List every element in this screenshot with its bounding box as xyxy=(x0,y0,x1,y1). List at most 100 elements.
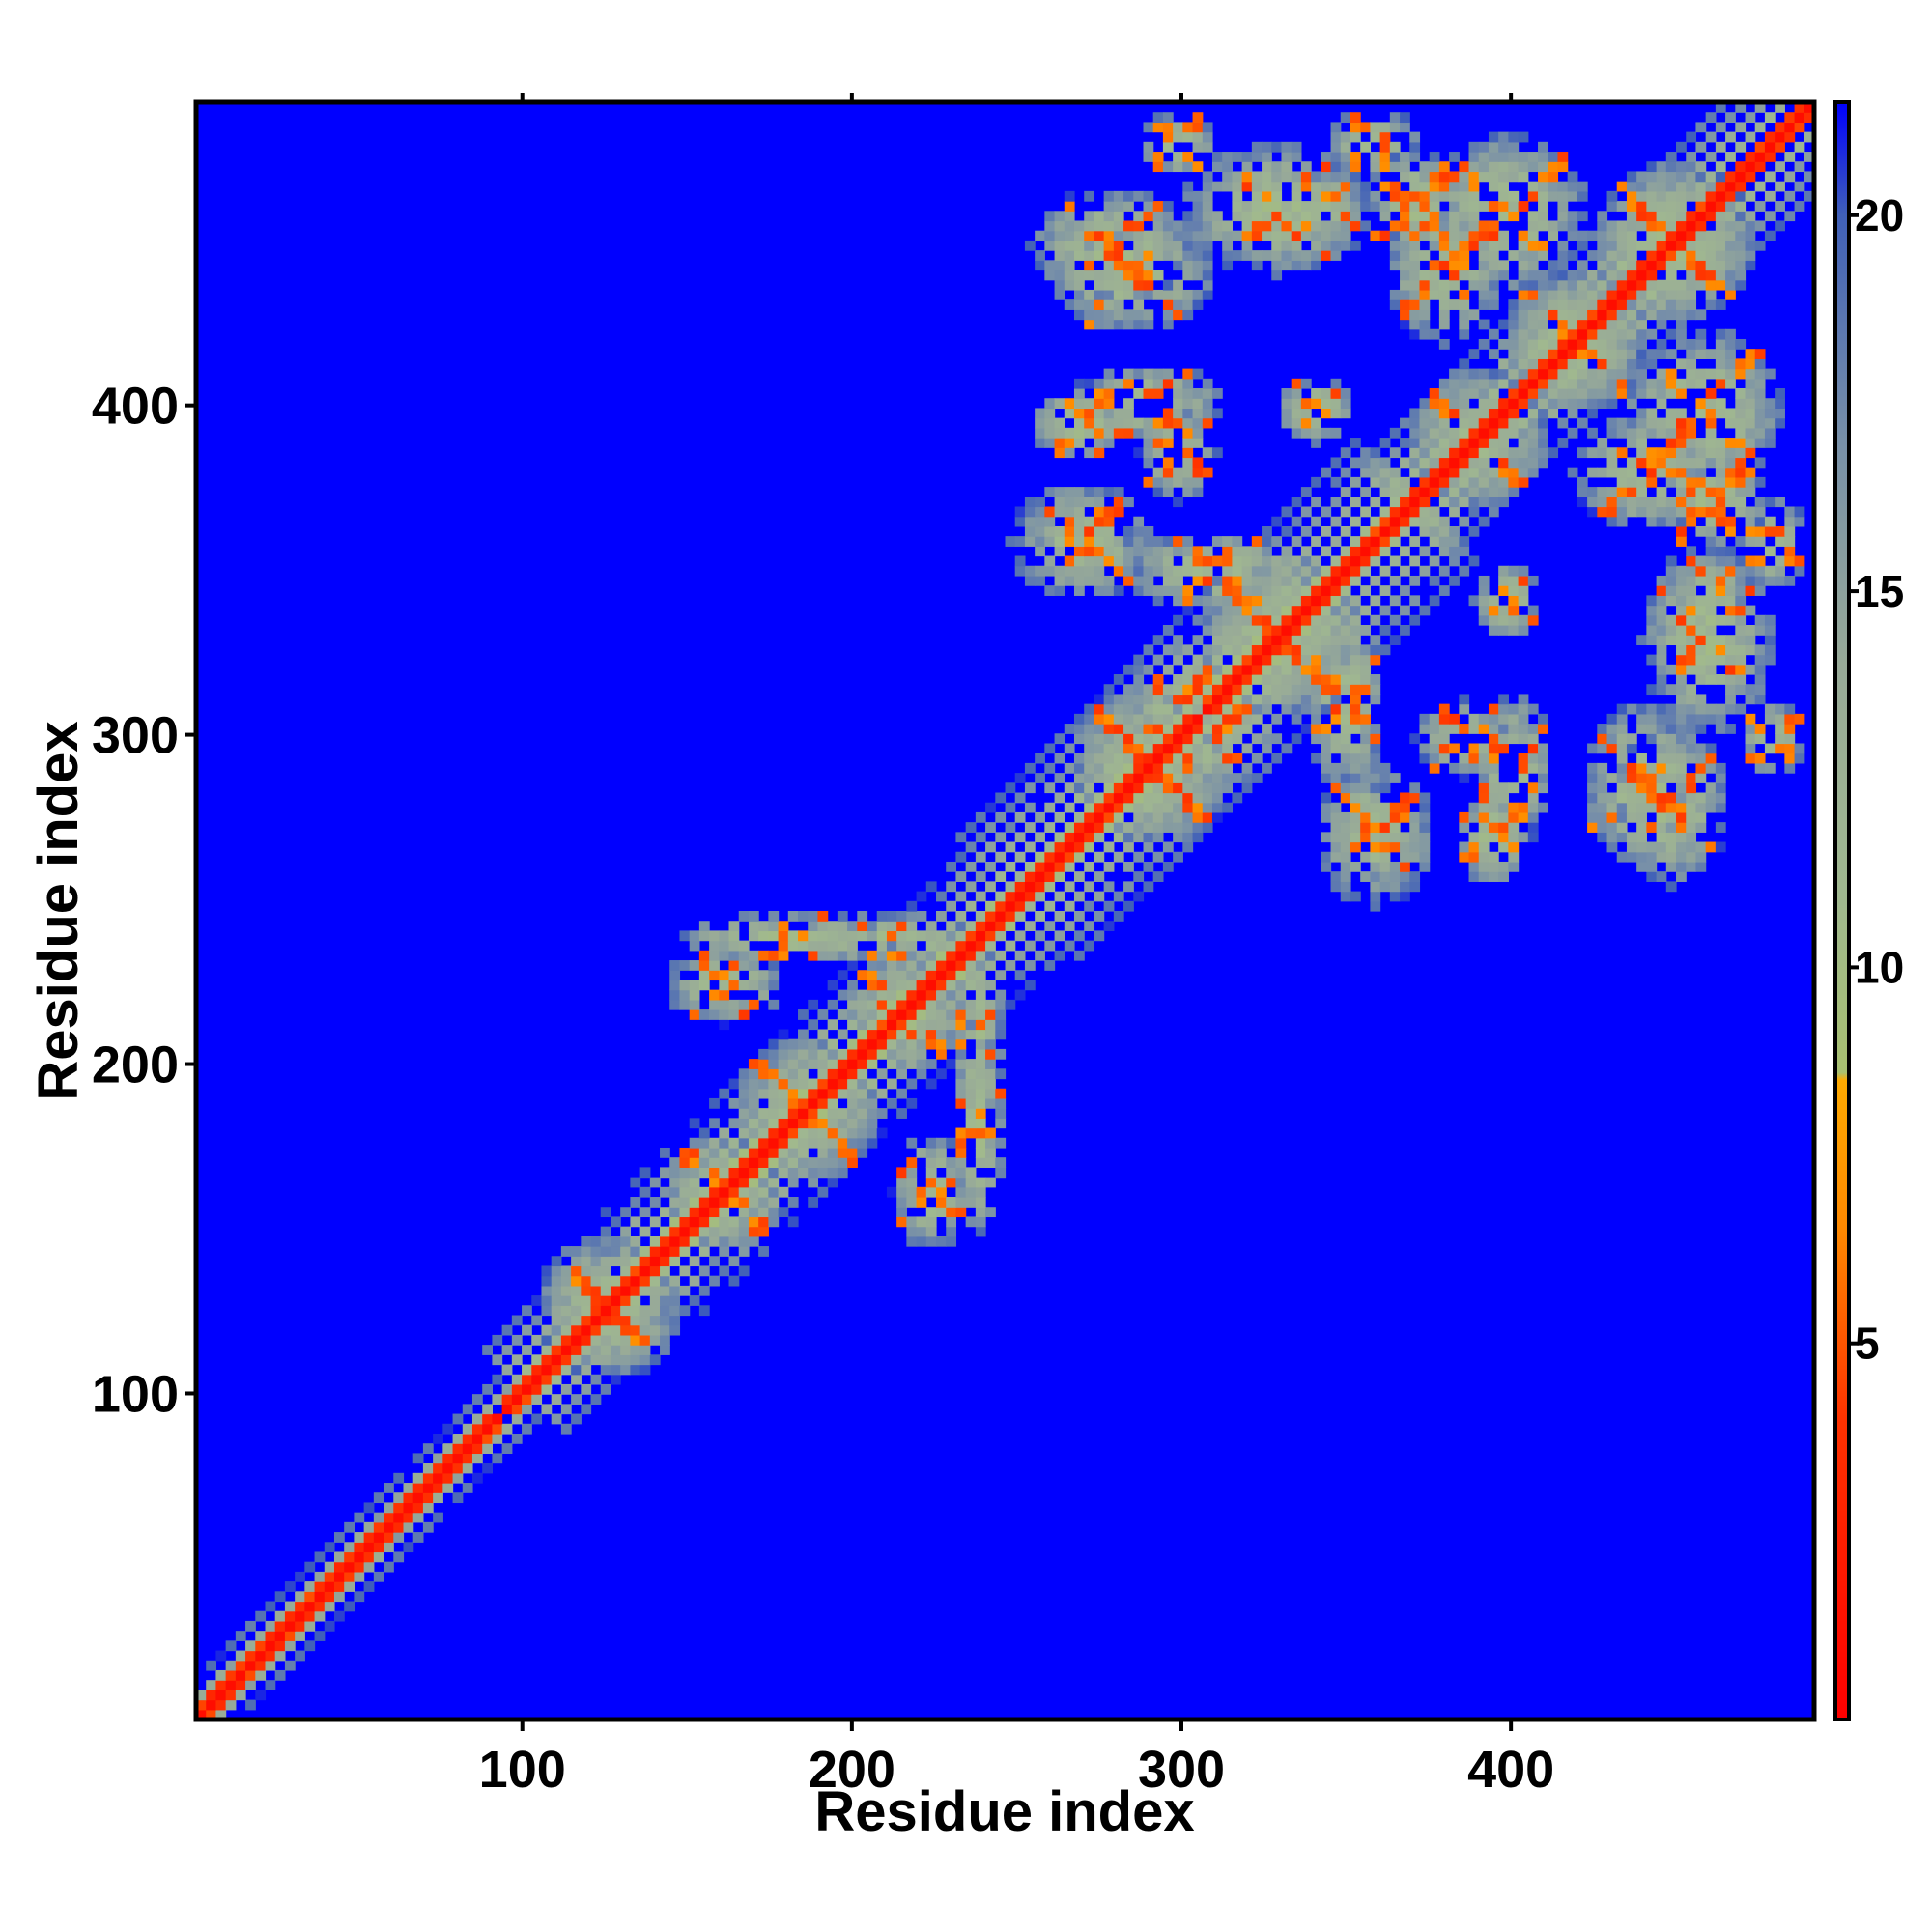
heatmap-cell xyxy=(1527,811,1539,823)
heatmap-cell xyxy=(471,1453,483,1464)
heatmap-cell xyxy=(867,921,878,932)
heatmap-cell xyxy=(728,970,740,981)
heatmap-cell xyxy=(1488,220,1499,232)
heatmap-cell xyxy=(274,1650,286,1662)
heatmap-cell xyxy=(1419,417,1431,429)
heatmap-cell xyxy=(1438,565,1450,577)
heatmap-cell xyxy=(1113,289,1124,300)
heatmap-cell xyxy=(1192,408,1204,419)
heatmap-cell xyxy=(1321,703,1332,715)
heatmap-cell xyxy=(1784,555,1796,567)
heatmap-cell xyxy=(1438,713,1450,724)
heatmap-cell xyxy=(669,960,681,971)
heatmap-cell xyxy=(1271,614,1283,626)
heatmap-cell xyxy=(1084,724,1095,734)
heatmap-cell xyxy=(1300,585,1312,596)
heatmap-cell xyxy=(1113,694,1124,705)
heatmap-cell xyxy=(1419,516,1431,527)
heatmap-cell xyxy=(1518,388,1529,399)
heatmap-cell xyxy=(1409,309,1421,321)
heatmap-cell xyxy=(1202,811,1213,823)
heatmap-cell xyxy=(1300,260,1312,271)
heatmap-cell xyxy=(876,950,888,961)
heatmap-cell xyxy=(1478,773,1490,783)
heatmap-cell xyxy=(1370,782,1381,794)
heatmap-cell xyxy=(906,1009,918,1020)
heatmap-cell xyxy=(837,1059,848,1069)
heatmap-cell xyxy=(1646,762,1658,774)
heatmap-cell xyxy=(1527,230,1539,242)
heatmap-cell xyxy=(1300,181,1312,192)
heatmap-cell xyxy=(1616,201,1628,212)
heatmap-cell xyxy=(886,1038,897,1050)
heatmap-cell xyxy=(1133,811,1145,823)
heatmap-cell xyxy=(1113,802,1124,813)
heatmap-cell xyxy=(1064,724,1075,734)
heatmap-cell xyxy=(719,989,730,1001)
heatmap-cell xyxy=(639,1186,651,1198)
heatmap-cell xyxy=(1241,635,1253,646)
heatmap-cell xyxy=(1330,654,1342,666)
heatmap-cell xyxy=(1182,368,1194,380)
heatmap-cell xyxy=(827,1177,838,1188)
heatmap-cell xyxy=(837,1068,848,1080)
heatmap-cell xyxy=(1379,438,1391,448)
heatmap-cell xyxy=(1616,703,1628,715)
heatmap-cell xyxy=(1389,447,1401,459)
heatmap-cell xyxy=(1379,851,1391,863)
heatmap-cell xyxy=(955,1207,967,1218)
heatmap-cell xyxy=(1676,417,1687,429)
heatmap-cell xyxy=(798,1048,809,1060)
heatmap-cell xyxy=(1281,230,1293,242)
heatmap-cell xyxy=(1035,832,1045,843)
heatmap-cell xyxy=(1686,487,1697,497)
heatmap-cell xyxy=(1211,654,1223,666)
heatmap-cell xyxy=(1400,526,1410,537)
heatmap-cell xyxy=(1705,526,1717,537)
heatmap-cell xyxy=(1370,476,1381,488)
heatmap-cell xyxy=(1241,624,1253,636)
heatmap-cell xyxy=(1686,516,1697,527)
heatmap-cell xyxy=(758,1118,769,1129)
heatmap-cell xyxy=(1419,299,1431,310)
heatmap-cell xyxy=(1300,378,1312,389)
heatmap-cell xyxy=(1665,211,1677,222)
heatmap-cell xyxy=(1754,141,1766,153)
heatmap-cell xyxy=(669,980,681,991)
heatmap-cell xyxy=(1113,270,1124,281)
heatmap-cell xyxy=(886,1048,897,1060)
heatmap-cell xyxy=(669,1226,681,1237)
heatmap-cell xyxy=(1745,131,1756,143)
heatmap-cell xyxy=(985,1009,996,1020)
heatmap-cell xyxy=(1311,684,1321,696)
heatmap-cell xyxy=(1676,476,1687,488)
heatmap-cell xyxy=(1113,713,1124,724)
heatmap-cell xyxy=(1202,240,1213,251)
heatmap-cell xyxy=(1152,802,1164,813)
heatmap-cell xyxy=(1498,733,1509,745)
heatmap-cell xyxy=(1232,575,1243,586)
heatmap-cell xyxy=(1182,822,1194,833)
heatmap-cell xyxy=(1360,773,1371,783)
heatmap-cell xyxy=(1488,871,1499,882)
heatmap-cell xyxy=(738,1078,750,1090)
heatmap-cell xyxy=(1735,408,1747,419)
heatmap-cell xyxy=(748,970,759,981)
heatmap-cell xyxy=(1754,575,1766,586)
heatmap-cell xyxy=(1271,240,1283,251)
heatmap-cell xyxy=(1173,585,1183,596)
heatmap-cell xyxy=(1321,575,1332,586)
heatmap-cell xyxy=(560,1404,572,1415)
heatmap-cell xyxy=(1202,279,1213,291)
heatmap-cell xyxy=(1389,427,1401,439)
heatmap-cell xyxy=(1182,131,1194,143)
heatmap-cell xyxy=(1211,733,1223,745)
heatmap-cell xyxy=(354,1571,365,1582)
heatmap-cell xyxy=(925,1147,937,1158)
heatmap-cell xyxy=(600,1265,611,1277)
heatmap-cell xyxy=(1488,417,1499,429)
heatmap-cell xyxy=(324,1542,335,1553)
heatmap-cell xyxy=(1330,161,1342,173)
heatmap-cell xyxy=(1064,555,1075,567)
heatmap-cell xyxy=(1488,605,1499,616)
